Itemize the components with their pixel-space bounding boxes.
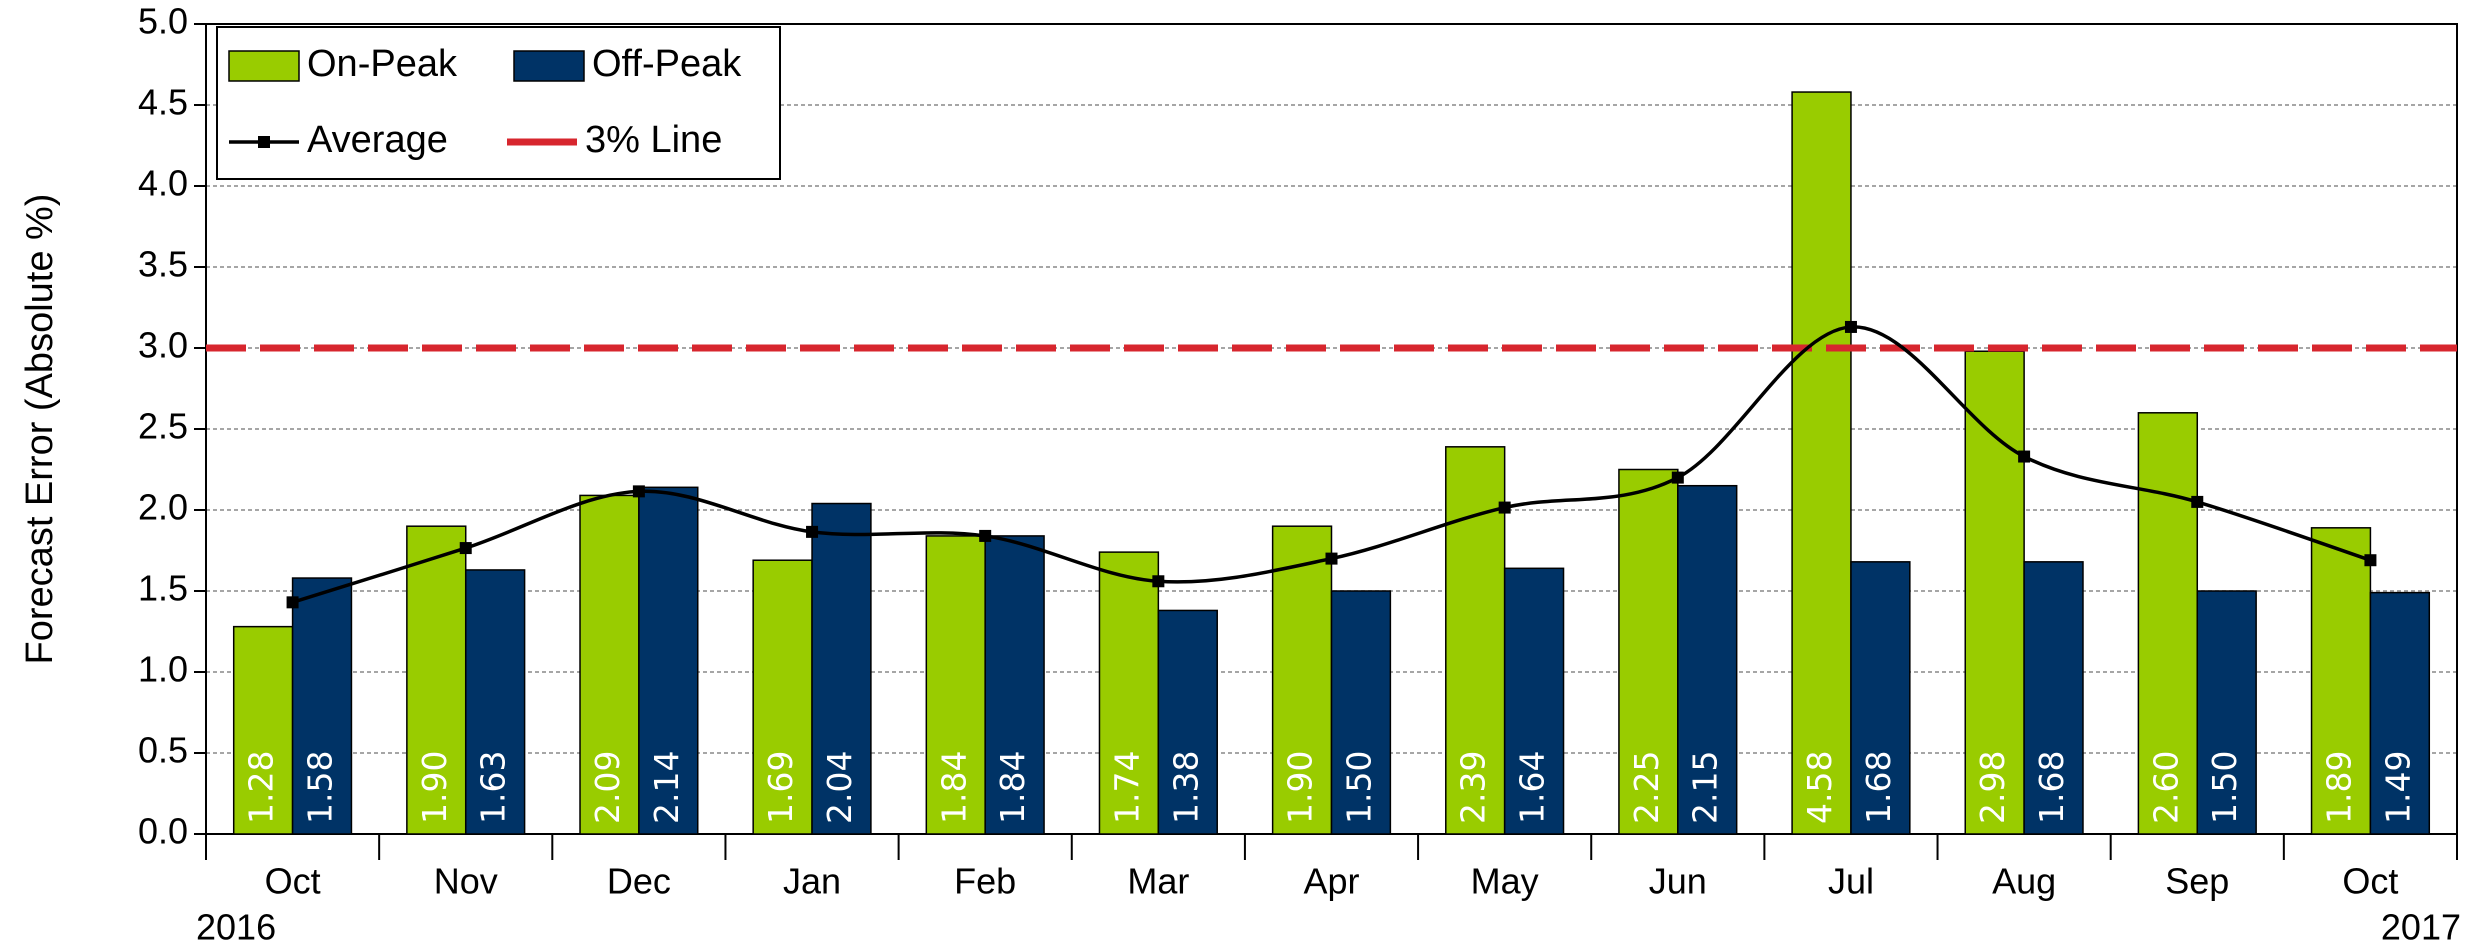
y-tick-label: 1.5 xyxy=(138,568,188,609)
bar xyxy=(1850,561,1911,835)
bar xyxy=(811,502,872,835)
bar xyxy=(638,486,699,835)
bar xyxy=(1098,551,1160,835)
x-tick-label: Jun xyxy=(1649,861,1707,902)
x-tick-label: Apr xyxy=(1303,861,1359,902)
x-year-label: 2017 xyxy=(2381,907,2461,948)
bar xyxy=(925,535,986,835)
bar xyxy=(1157,609,1218,835)
line-marker xyxy=(806,525,819,538)
bar xyxy=(984,535,1045,835)
legend-swatch xyxy=(513,50,585,82)
bar xyxy=(464,569,526,835)
value-label: 1.28 xyxy=(242,751,281,824)
legend-swatch xyxy=(258,136,270,148)
value-label: 1.90 xyxy=(415,751,454,824)
line-marker xyxy=(459,542,472,555)
x-tick-label: May xyxy=(1471,861,1539,902)
bar xyxy=(1503,567,1565,835)
value-label: 1.74 xyxy=(1107,751,1146,824)
bar xyxy=(406,525,467,835)
bar xyxy=(2023,561,2084,835)
x-tick-label: Dec xyxy=(607,861,671,902)
legend-swatch xyxy=(228,50,300,82)
value-label: 1.84 xyxy=(993,751,1032,824)
x-tick-label: Feb xyxy=(954,861,1016,902)
bar xyxy=(291,577,353,835)
bar xyxy=(2310,527,2372,835)
bar xyxy=(1618,468,1679,835)
bar xyxy=(2196,590,2257,835)
value-label: 1.69 xyxy=(761,751,800,824)
y-tick-label: 1.0 xyxy=(138,649,188,690)
value-label: 2.98 xyxy=(1973,751,2012,824)
value-label: 2.39 xyxy=(1454,751,1493,824)
value-label: 2.60 xyxy=(2146,751,2185,824)
line-marker xyxy=(286,596,299,609)
bar xyxy=(1271,525,1333,835)
value-label: 1.50 xyxy=(2205,751,2244,824)
value-label: 2.09 xyxy=(588,751,627,824)
y-tick-label: 4.5 xyxy=(138,82,188,123)
x-tick-label: Mar xyxy=(1127,861,1189,902)
value-label: 1.58 xyxy=(301,751,340,824)
y-tick-label: 3.5 xyxy=(138,244,188,285)
y-tick-label: 0.5 xyxy=(138,730,188,771)
value-label: 2.25 xyxy=(1627,751,1666,824)
legend-label: Average xyxy=(307,119,448,161)
value-label: 2.04 xyxy=(820,751,859,824)
bar xyxy=(1964,350,2025,835)
x-year-label: 2016 xyxy=(196,907,276,948)
value-label: 1.64 xyxy=(1513,751,1552,824)
y-tick-label: 5.0 xyxy=(138,1,188,42)
value-label: 1.90 xyxy=(1281,751,1320,824)
line-marker xyxy=(2364,554,2377,567)
line-marker xyxy=(632,485,645,498)
line-marker xyxy=(1152,575,1165,588)
y-tick-label: 2.0 xyxy=(138,487,188,528)
bar xyxy=(232,625,294,835)
bar xyxy=(1791,91,1852,835)
value-label: 2.15 xyxy=(1686,751,1725,824)
value-label: 1.89 xyxy=(2319,751,2358,824)
value-label: 1.50 xyxy=(1339,751,1378,824)
x-tick-label: Sep xyxy=(2165,861,2229,902)
line-marker xyxy=(979,529,992,542)
legend-box xyxy=(216,26,781,180)
line-marker xyxy=(2191,495,2204,508)
line-marker xyxy=(1325,552,1338,565)
y-tick-label: 4.0 xyxy=(138,163,188,204)
value-label: 2.14 xyxy=(647,751,686,824)
x-tick-label: Jan xyxy=(783,861,841,902)
bar xyxy=(2137,412,2199,835)
y-axis-label: Forecast Error (Absolute %) xyxy=(19,194,61,665)
value-label: 1.63 xyxy=(474,751,513,824)
bar xyxy=(2369,591,2431,835)
value-label: 1.49 xyxy=(2378,751,2417,824)
value-label: 4.58 xyxy=(1800,751,1839,824)
y-tick-label: 3.0 xyxy=(138,325,188,366)
line-marker xyxy=(2018,450,2031,463)
line-marker xyxy=(1498,501,1511,514)
x-tick-label: Oct xyxy=(265,861,321,902)
value-label: 1.68 xyxy=(1859,751,1898,824)
legend-label: Off-Peak xyxy=(592,43,742,85)
y-tick-label: 2.5 xyxy=(138,406,188,447)
legend-label: 3% Line xyxy=(585,119,722,161)
bar xyxy=(1330,590,1392,835)
x-tick-label: Jul xyxy=(1828,861,1874,902)
y-tick-label: 0.0 xyxy=(138,811,188,852)
x-tick-label: Aug xyxy=(1992,861,2056,902)
line-marker xyxy=(1671,471,1684,484)
x-tick-label: Oct xyxy=(2342,861,2398,902)
legend-label: On-Peak xyxy=(307,43,458,85)
bar xyxy=(752,559,813,835)
value-label: 1.68 xyxy=(2032,751,2071,824)
bar xyxy=(1677,484,1738,835)
value-label: 1.38 xyxy=(1166,751,1205,824)
line-marker xyxy=(1844,320,1857,333)
value-label: 1.84 xyxy=(934,751,973,824)
x-tick-label: Nov xyxy=(434,861,498,902)
